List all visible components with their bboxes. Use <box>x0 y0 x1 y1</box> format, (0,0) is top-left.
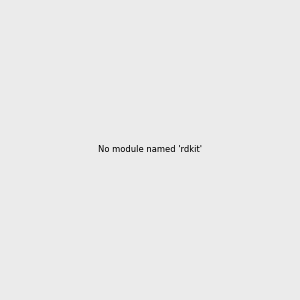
Text: No module named 'rdkit': No module named 'rdkit' <box>98 146 202 154</box>
